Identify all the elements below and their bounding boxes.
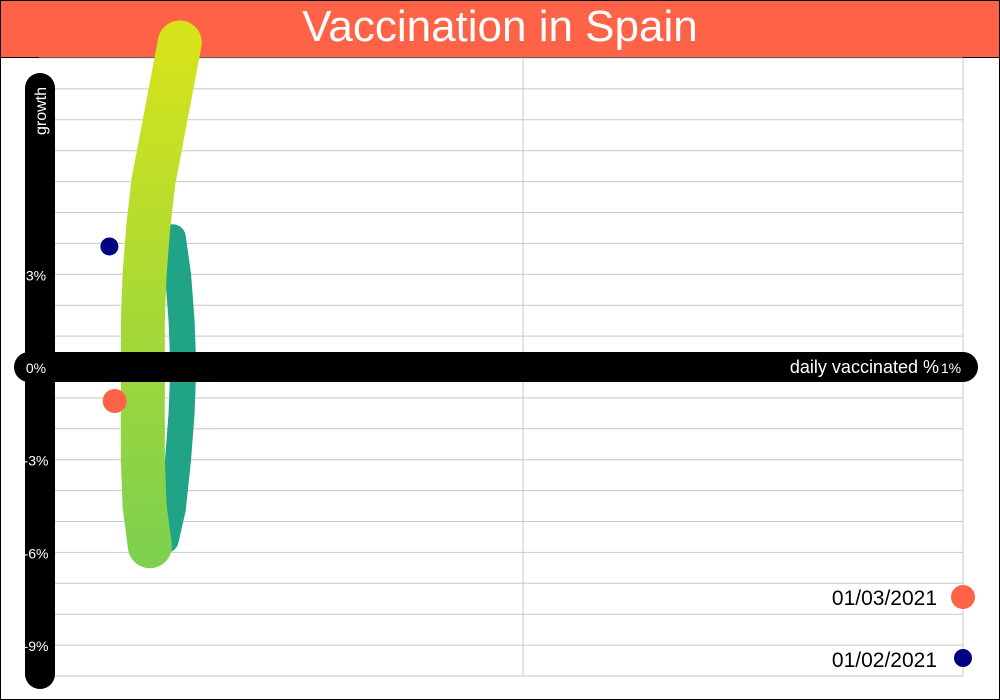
data-points	[100, 237, 127, 413]
legend-marker-end-date	[951, 585, 975, 609]
legend-marker-start-date	[954, 649, 972, 667]
y-tick-label: 3%	[26, 267, 46, 283]
legend-label-start-date: 01/02/2021	[831, 649, 937, 672]
axes: growth daily vaccinated %	[14, 73, 978, 689]
point-end-date	[102, 388, 127, 413]
point-start-date	[100, 237, 119, 256]
y-axis-label: growth	[33, 87, 50, 135]
y-tick-label: -3%	[24, 453, 49, 469]
chart-title: Vaccination in Spain	[302, 2, 698, 51]
trail-light-segment	[120, 20, 202, 569]
legend-markers	[951, 585, 975, 667]
vaccination-trail	[120, 20, 202, 569]
y-tick-label: -6%	[24, 545, 49, 561]
x-tick-label: 1%	[941, 360, 961, 376]
x-axis-label: daily vaccinated %	[790, 357, 939, 377]
y-tick-label: -9%	[24, 638, 49, 654]
trail-dark-segment	[152, 224, 197, 554]
tick-labels: 3% 0% -3% -6% -9% 1%	[24, 267, 962, 654]
y-tick-label: 0%	[26, 360, 46, 376]
legend-label-end-date: 01/03/2021	[831, 587, 937, 610]
